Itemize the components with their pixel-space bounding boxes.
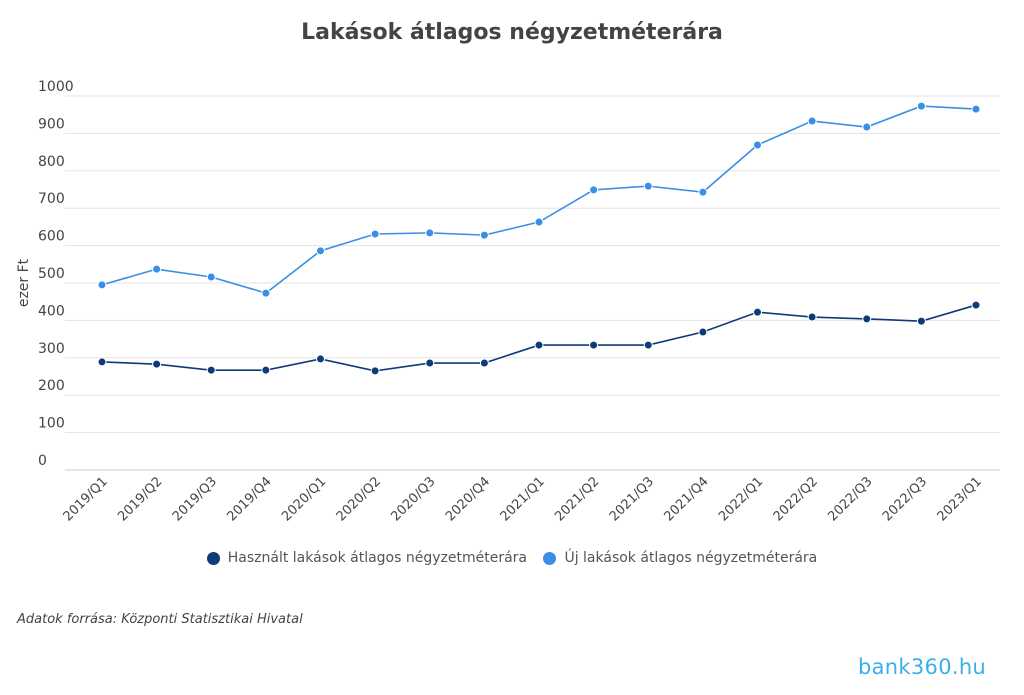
x-tick-label: 2019/Q3 bbox=[170, 474, 220, 524]
legend-item-used: Használt lakások átlagos négyzetméterára bbox=[206, 550, 527, 566]
data-point bbox=[807, 116, 817, 126]
data-point bbox=[206, 272, 216, 282]
data-point bbox=[97, 357, 107, 367]
data-point bbox=[862, 122, 872, 132]
series-line-0 bbox=[101, 304, 977, 372]
y-tick-label: 800 bbox=[38, 154, 65, 170]
y-tick-label: 100 bbox=[38, 416, 65, 432]
data-point bbox=[916, 316, 926, 326]
x-tick-label: 2021/Q2 bbox=[552, 474, 602, 524]
data-point bbox=[261, 365, 271, 375]
x-tick-label: 2021/Q3 bbox=[607, 474, 657, 524]
data-point bbox=[370, 366, 380, 376]
y-tick-label: 400 bbox=[38, 303, 65, 319]
x-tick-label: 2023/Q1 bbox=[935, 474, 985, 524]
data-point bbox=[316, 354, 325, 364]
legend-item-new: Új lakások átlagos négyzetméterára bbox=[543, 550, 817, 566]
legend-label: Használt lakások átlagos négyzetméterára bbox=[227, 550, 527, 566]
data-point bbox=[534, 217, 544, 227]
x-tick-label: 2019/Q2 bbox=[115, 474, 165, 524]
y-tick-label: 200 bbox=[38, 378, 65, 394]
data-point bbox=[152, 359, 162, 369]
y-axis-label: ezer Ft bbox=[16, 258, 32, 307]
data-point bbox=[589, 185, 599, 195]
x-tick-label: 2020/Q3 bbox=[388, 474, 438, 524]
data-point bbox=[698, 187, 708, 197]
logo: bank360.hu bbox=[858, 655, 987, 679]
legend-marker bbox=[543, 551, 557, 565]
data-point bbox=[152, 264, 162, 274]
legend-label: Új lakások átlagos négyzetméterára bbox=[564, 550, 818, 566]
data-point bbox=[643, 340, 653, 350]
data-point bbox=[206, 365, 216, 375]
y-tick-label: 1000 bbox=[38, 79, 74, 95]
data-point bbox=[316, 246, 325, 256]
data-point bbox=[971, 104, 981, 114]
data-point bbox=[753, 140, 762, 150]
x-tick-label: 2020/Q2 bbox=[334, 474, 384, 524]
data-point bbox=[261, 288, 271, 298]
x-tick-label: 2020/Q4 bbox=[443, 474, 493, 524]
x-tick-label: 2022/Q1 bbox=[716, 474, 766, 524]
source-note: Adatok forrása: Központi Statisztikai Hi… bbox=[17, 612, 303, 627]
x-tick-label: 2019/Q1 bbox=[61, 474, 111, 524]
series-line-1 bbox=[101, 105, 977, 294]
data-point bbox=[807, 312, 817, 322]
x-tick-label: 2019/Q4 bbox=[225, 474, 275, 524]
x-tick-label: 2021/Q1 bbox=[498, 474, 548, 524]
x-tick-label: 2020/Q1 bbox=[279, 474, 329, 524]
data-point bbox=[370, 229, 380, 239]
data-point bbox=[862, 314, 872, 324]
data-point bbox=[589, 340, 599, 350]
y-tick-label: 300 bbox=[38, 341, 65, 357]
data-point bbox=[479, 230, 489, 240]
data-point bbox=[916, 101, 926, 111]
data-point bbox=[698, 327, 708, 337]
x-tick-label: 2022/Q3 bbox=[825, 474, 875, 524]
data-point bbox=[753, 307, 762, 317]
legend-marker bbox=[206, 551, 220, 565]
y-tick-label: 600 bbox=[38, 229, 65, 245]
y-tick-label: 500 bbox=[38, 266, 65, 282]
x-tick-label: 2022/Q3 bbox=[880, 474, 930, 524]
data-point bbox=[643, 181, 653, 191]
x-tick-label: 2022/Q2 bbox=[771, 474, 821, 524]
legend: Használt lakások átlagos négyzetméterára… bbox=[0, 550, 1024, 569]
chart-title: Lakások átlagos négyzetméterára bbox=[301, 20, 723, 45]
data-point bbox=[971, 300, 981, 310]
y-tick-label: 0 bbox=[38, 453, 47, 469]
data-point bbox=[425, 358, 435, 368]
x-tick-label: 2021/Q4 bbox=[662, 474, 712, 524]
data-point bbox=[479, 358, 489, 368]
data-point bbox=[534, 340, 544, 350]
y-tick-label: 900 bbox=[38, 116, 65, 132]
data-point bbox=[97, 280, 107, 290]
line-chart: 0 100 200 300 400 500 600 700 800 900 1000 ezer Ft 2… bbox=[16, 79, 1000, 524]
data-point bbox=[425, 228, 435, 238]
y-tick-label: 700 bbox=[38, 191, 65, 207]
